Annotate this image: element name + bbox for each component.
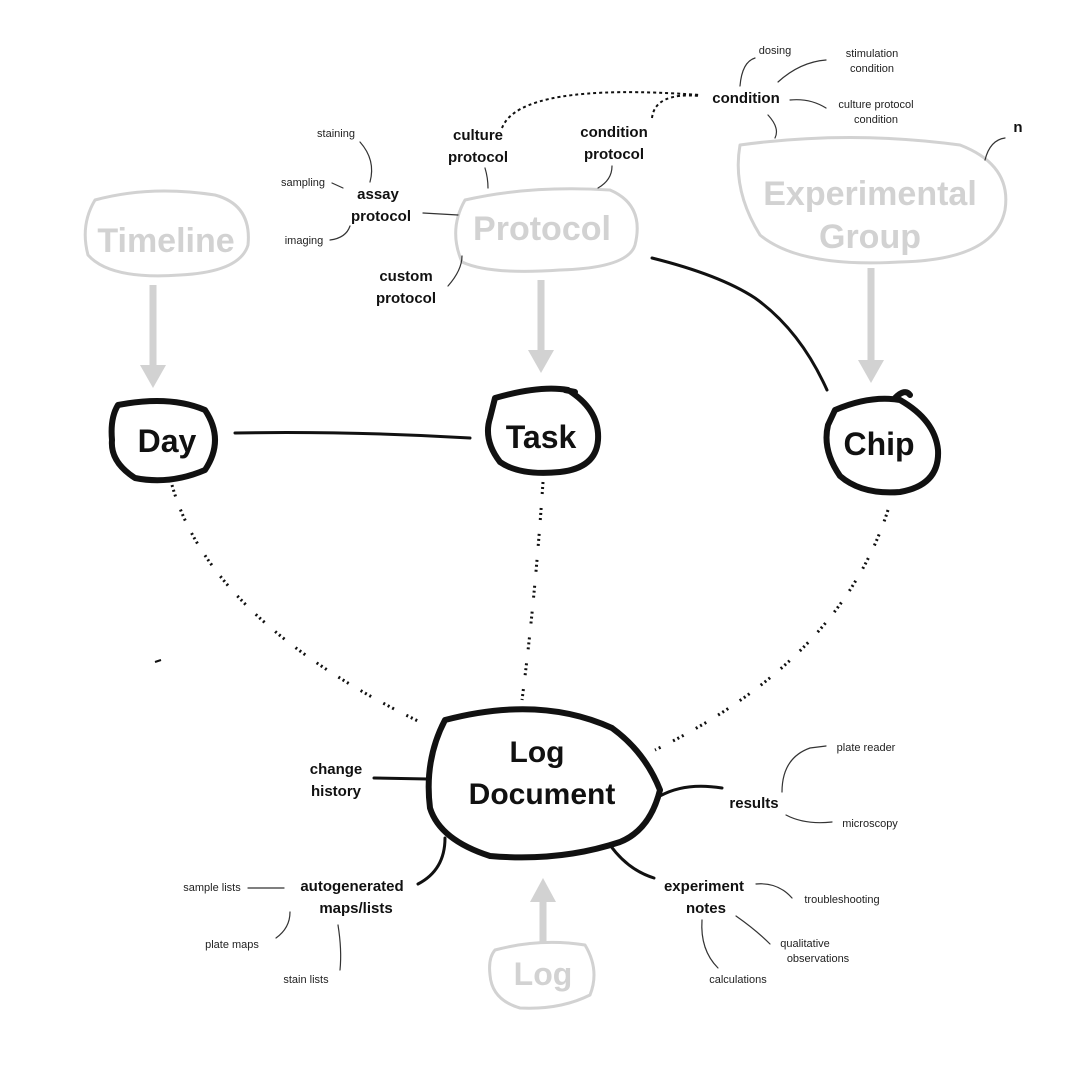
sampling-label: sampling: [281, 177, 325, 189]
day-label: Day: [138, 423, 197, 459]
stray-tick: [154, 659, 162, 663]
culture-protocol-line1: culture: [453, 127, 503, 144]
log-label: Log: [514, 956, 573, 992]
chip-node: Chip: [823, 389, 942, 496]
troubleshooting-label: troubleshooting: [804, 894, 879, 906]
n-label: n: [1013, 119, 1022, 136]
log-to-log-document-arrow: [530, 878, 556, 942]
experimental-group-label-line2: Group: [819, 218, 921, 256]
day-task-connector: [233, 431, 472, 440]
dosing-label: dosing: [759, 45, 791, 57]
custom-protocol-line2: protocol: [376, 290, 436, 307]
autogenerated-line1: autogenerated: [300, 878, 403, 895]
qualitative-observations-line1: qualitative: [780, 938, 830, 950]
task-node: Task: [485, 385, 602, 476]
imaging-label: imaging: [285, 235, 324, 247]
change-history-group: change history: [310, 761, 430, 800]
task-log-dotted-connector: [520, 481, 545, 701]
stimulation-condition-line1: stimulation: [846, 48, 899, 60]
timeline-label: Timeline: [97, 222, 234, 260]
calculations-label: calculations: [709, 974, 767, 986]
experimental-group-node: Experimental Group: [736, 136, 1008, 265]
autogenerated-group: autogenerated maps/lists sample lists pl…: [183, 836, 447, 986]
protocol-to-task-arrow: [528, 280, 554, 373]
stimulation-condition-line2: condition: [850, 63, 894, 75]
qualitative-observations-line2: observations: [787, 953, 850, 965]
experiment-notes-line1: experiment: [664, 878, 744, 895]
chip-log-dotted-connector: [654, 509, 890, 752]
experiment-notes-line2: notes: [686, 900, 726, 917]
day-log-dotted-connector: [170, 484, 421, 724]
group-to-chip-arrow: [858, 268, 884, 383]
custom-protocol-line1: custom: [379, 268, 432, 285]
condition-protocol-line2: protocol: [584, 146, 644, 163]
task-label: Task: [506, 419, 577, 455]
log-document-node: Log Document: [425, 706, 663, 861]
sample-lists-label: sample lists: [183, 882, 241, 894]
chip-label: Chip: [843, 426, 914, 462]
culture-protocol-line2: protocol: [448, 149, 508, 166]
protocol-cluster: culture protocol condition protocol stai…: [281, 124, 648, 307]
condition-cluster: condition dosing stimulation condition c…: [501, 45, 1023, 161]
staining-label: staining: [317, 128, 355, 140]
timeline-node: Timeline: [83, 189, 250, 278]
plate-maps-label: plate maps: [205, 939, 259, 951]
day-node: Day: [108, 398, 218, 484]
log-document-line2: Document: [469, 778, 616, 811]
microscopy-label: microscopy: [842, 818, 898, 830]
change-history-line1: change: [310, 761, 363, 778]
assay-protocol-line2: protocol: [351, 208, 411, 225]
stain-lists-label: stain lists: [283, 974, 329, 986]
results-label: results: [729, 795, 778, 812]
culture-protocol-condition-line1: culture protocol: [838, 99, 913, 111]
log-document-line1: Log: [510, 736, 565, 769]
condition-protocol-line1: condition: [580, 124, 648, 141]
condition-label: condition: [712, 90, 780, 107]
protocol-label: Protocol: [473, 210, 611, 248]
log-node: Log: [488, 940, 596, 1010]
autogenerated-line2: maps/lists: [319, 900, 392, 917]
timeline-to-day-arrow: [140, 285, 166, 388]
assay-protocol-line1: assay: [357, 186, 399, 203]
experiment-notes-group: experiment notes troubleshooting qualita…: [608, 843, 880, 986]
plate-reader-label: plate reader: [837, 742, 896, 754]
results-group: results plate reader microscopy: [658, 742, 898, 830]
culture-protocol-condition-line2: condition: [854, 114, 898, 126]
protocol-chip-connector: [650, 256, 829, 392]
change-history-line2: history: [311, 783, 362, 800]
experimental-group-label-line1: Experimental: [763, 175, 977, 213]
protocol-node: Protocol: [454, 187, 639, 273]
